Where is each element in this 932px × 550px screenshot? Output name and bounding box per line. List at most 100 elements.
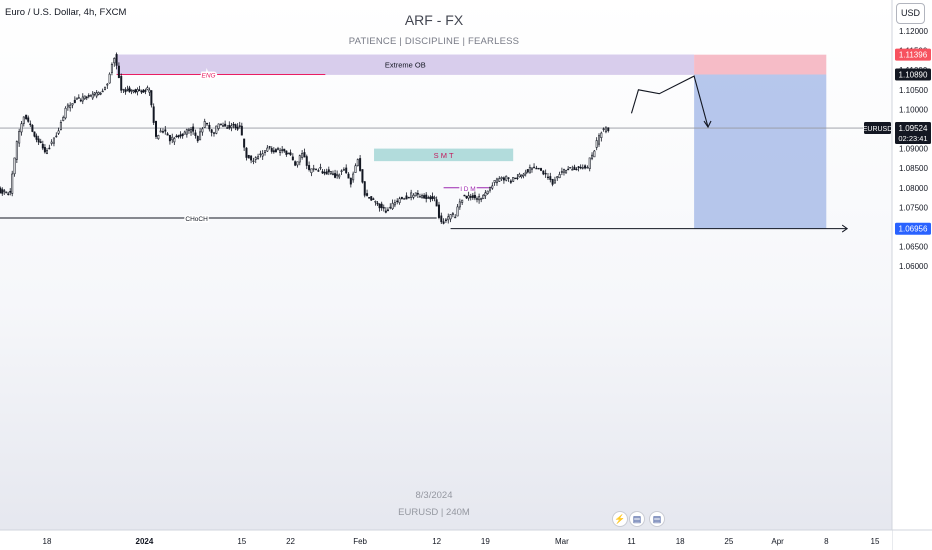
- us-flag-icon-2[interactable]: ▤: [649, 511, 665, 527]
- candle-body-40: [37, 138, 40, 143]
- candle-body-182: [347, 173, 350, 179]
- candle-body-46: [50, 141, 53, 144]
- candle-body-208: [405, 195, 408, 200]
- candle-body-109: [185, 129, 188, 135]
- candle-body-63: [87, 95, 90, 97]
- candle-body-81: [126, 89, 129, 91]
- candle-body-91: [146, 87, 149, 90]
- candle-body-176: [334, 173, 337, 178]
- candle-body-59: [79, 99, 82, 102]
- us-flag-icon[interactable]: ▤: [629, 511, 645, 527]
- candle-body-296: [600, 132, 603, 138]
- candle-body-283: [571, 169, 574, 171]
- candle-body-291: [588, 157, 591, 169]
- candle-body-293: [593, 150, 596, 158]
- zone-label: Extreme OB: [385, 61, 426, 70]
- candle-body-298: [604, 127, 607, 133]
- candle-body-253: [505, 175, 508, 181]
- candle-body-273: [549, 176, 552, 180]
- candle-body-110: [187, 129, 190, 131]
- candle-body-132: [236, 126, 239, 130]
- projection-path: [630, 75, 709, 128]
- candle-body-148: [272, 150, 275, 153]
- candle-body-106: [179, 134, 182, 137]
- candle-body-172: [325, 171, 328, 175]
- candle-body-186: [356, 159, 359, 167]
- candle-body-219: [429, 196, 432, 200]
- candle-body-257: [514, 177, 517, 180]
- candle-body-84: [132, 90, 135, 93]
- symbol-tag-bg: [864, 122, 891, 135]
- candle-body-299: [607, 127, 610, 132]
- candle-body-177: [336, 173, 339, 177]
- currency-button[interactable]: USD: [896, 3, 925, 24]
- time-tick-label-8: Mar: [555, 537, 569, 546]
- candle-body-282: [569, 167, 572, 169]
- candle-body-158: [294, 161, 297, 166]
- candle-body-241: [478, 196, 481, 201]
- candle-body-178: [338, 174, 341, 178]
- time-tick-label-2: 2024: [136, 537, 154, 546]
- candle-body-223: [437, 204, 440, 218]
- candle-body-286: [577, 166, 580, 168]
- candle-body-249: [495, 178, 498, 184]
- candle-body-151: [279, 149, 282, 153]
- candle-body-210: [410, 192, 413, 198]
- candle-body-71: [103, 86, 106, 90]
- time-tick-label-4: 22: [286, 537, 295, 546]
- price-tick-label-5: 1.10000: [899, 105, 928, 114]
- candle-body-171: [323, 171, 326, 174]
- candle-body-27: [9, 191, 12, 193]
- candle-body-37: [31, 125, 34, 132]
- time-tick-label-10: 18: [676, 537, 685, 546]
- candle-body-39: [35, 135, 38, 140]
- candle-body-58: [77, 97, 80, 99]
- candle-body-23: [1, 189, 4, 194]
- candle-body-195: [376, 202, 379, 205]
- candle-body-288: [581, 167, 584, 169]
- candle-body-251: [500, 177, 503, 180]
- candle-body-200: [386, 209, 389, 211]
- lightning-icon[interactable]: ⚡: [612, 511, 628, 527]
- candle-body-189: [363, 181, 366, 196]
- zone-extreme-ob: [116, 54, 695, 75]
- candle-body-170: [321, 171, 324, 174]
- candle-body-93: [150, 90, 153, 106]
- candle-body-174: [329, 171, 332, 174]
- candle-body-49: [57, 130, 60, 134]
- candle-body-297: [602, 128, 605, 130]
- candle-body-235: [465, 195, 468, 199]
- candle-body-262: [524, 171, 527, 175]
- candle-body-47: [52, 137, 55, 144]
- candle-body-183: [349, 177, 352, 185]
- candle-body-54: [69, 104, 72, 109]
- candle-body-76: [115, 54, 118, 66]
- candle-body-211: [412, 194, 415, 198]
- candle-body-240: [476, 198, 479, 200]
- candle-body-232: [458, 201, 461, 208]
- candle-body-146: [268, 146, 271, 148]
- candle-body-216: [423, 195, 426, 199]
- candle-body-142: [259, 153, 262, 156]
- candle-body-203: [393, 202, 396, 206]
- candle-body-88: [140, 90, 143, 93]
- candle-body-294: [595, 140, 598, 148]
- candle-body-280: [565, 170, 568, 174]
- candle-body-275: [553, 179, 556, 184]
- candle-body-111: [190, 129, 193, 133]
- candle-body-135: [243, 138, 246, 148]
- candle-body-154: [285, 150, 288, 155]
- candle-body-99: [164, 129, 167, 132]
- candle-body-152: [281, 149, 284, 151]
- candle-body-217: [425, 194, 428, 199]
- candle-body-207: [403, 198, 406, 200]
- candle-body-113: [194, 132, 197, 136]
- candle-body-161: [301, 153, 304, 158]
- candle-body-212: [414, 192, 417, 197]
- candle-body-87: [138, 89, 141, 92]
- candle-body-22: [0, 187, 2, 194]
- candle-body-227: [447, 216, 450, 221]
- candle-body-28: [11, 173, 14, 194]
- current-price-tag-bg: [895, 122, 931, 145]
